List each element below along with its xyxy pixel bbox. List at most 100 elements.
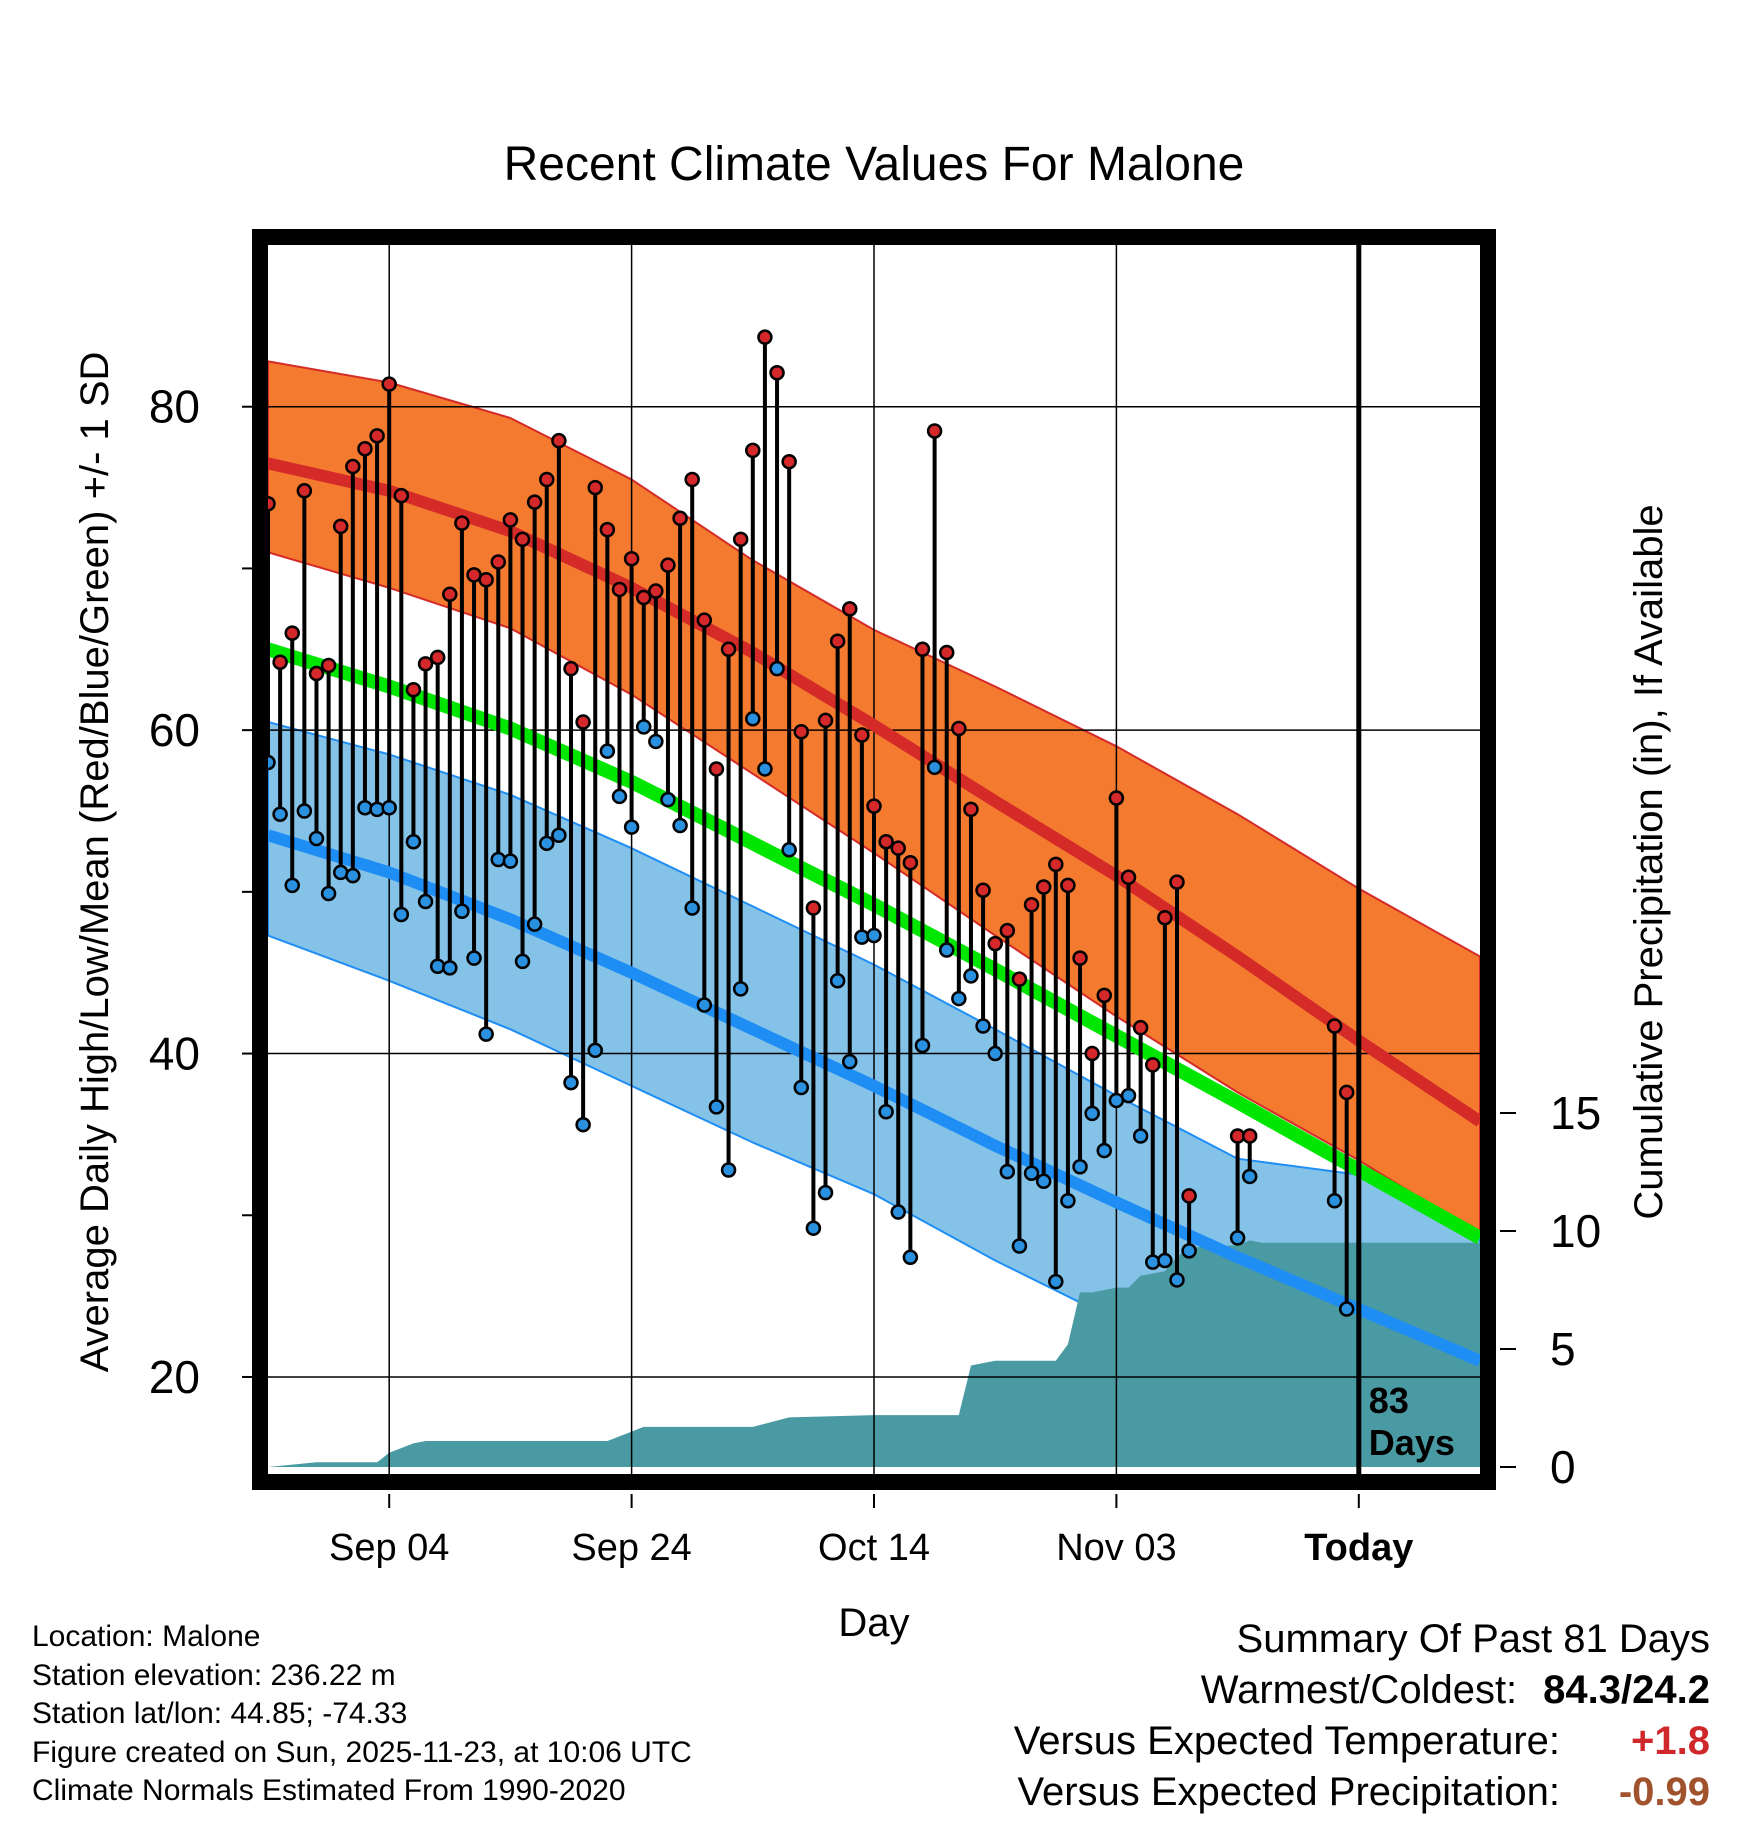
daily-high-point (429, 649, 446, 666)
daily-low-point (902, 1249, 919, 1266)
daily-high-point (793, 723, 810, 740)
precip-anomaly-row: Versus Expected Precipitation: -0.99 (1014, 1767, 1710, 1818)
daily-high-point (1023, 897, 1040, 913)
daily-high-point (975, 882, 991, 898)
daily-high-point (599, 521, 616, 538)
daily-low-point (1338, 1301, 1355, 1317)
daily-high-point (369, 428, 385, 444)
daily-high-point (357, 441, 373, 457)
daily-high-point (817, 712, 834, 729)
daily-high-point (1169, 874, 1185, 890)
daily-low-point (926, 759, 943, 776)
y2-tick-label: 0 (1550, 1441, 1576, 1493)
normals-text: Climate Normals Estimated From 1990-2020 (32, 1774, 626, 1807)
daily-low-point (563, 1074, 579, 1091)
daily-high-point (672, 510, 688, 527)
daily-high-point (1326, 1018, 1343, 1034)
y-axis-label: Average Daily High/Low/Mean (Red/Blue/Gr… (73, 352, 117, 1373)
today-days-count: 83 (1369, 1380, 1409, 1421)
chart-title: Recent Climate Values For Malone (504, 138, 1245, 191)
daily-high-point (417, 656, 434, 672)
daily-low-point (805, 1220, 822, 1236)
daily-high-point (1181, 1188, 1197, 1204)
y2-tick-label: 15 (1550, 1087, 1601, 1139)
daily-low-point (1084, 1105, 1100, 1122)
daily-high-point (1035, 879, 1052, 895)
daily-low-point (732, 981, 749, 997)
daily-high-point (1241, 1128, 1258, 1144)
y-tick-label: 20 (149, 1351, 200, 1403)
x-tick-label: Sep 24 (571, 1527, 691, 1569)
daily-low-point (757, 761, 773, 777)
warm-cold-label: Warmest/Coldest: (1200, 1668, 1518, 1712)
daily-low-point (345, 867, 361, 884)
daily-low-point (1181, 1243, 1197, 1259)
daily-low-point (684, 900, 700, 916)
daily-low-point (951, 990, 967, 1007)
x-tick-label: Sep 04 (329, 1527, 449, 1569)
daily-high-point (345, 458, 361, 475)
daily-high-point (696, 612, 713, 628)
daily-low-point (526, 916, 543, 932)
daily-high-point (635, 589, 652, 606)
daily-high-point (890, 840, 906, 856)
today-days-label: Days (1369, 1422, 1455, 1463)
daily-low-point (514, 953, 531, 970)
daily-high-point (514, 531, 531, 548)
daily-high-point (938, 644, 955, 661)
daily-low-point (696, 997, 713, 1013)
daily-low-point (648, 733, 664, 750)
daily-high-point (720, 641, 737, 658)
daily-high-point (781, 453, 797, 470)
daily-low-point (284, 877, 300, 894)
temp-anomaly-label: Versus Expected Temperature: (1013, 1719, 1560, 1763)
daily-high-point (1120, 869, 1137, 886)
daily-low-point (829, 973, 846, 989)
y-tick-label: 60 (149, 704, 200, 756)
daily-low-point (272, 806, 288, 822)
daily-high-point (926, 423, 943, 439)
daily-low-point (745, 711, 761, 727)
daily-high-point (1145, 1057, 1161, 1073)
created-text: Figure created on Sun, 2025-11-23, at 10… (32, 1735, 692, 1769)
daily-low-point (575, 1116, 591, 1133)
daily-low-point (866, 927, 882, 944)
daily-low-point (999, 1163, 1016, 1180)
daily-high-point (842, 601, 858, 617)
plot-frame (252, 229, 1496, 1490)
daily-high-point (902, 854, 919, 871)
daily-low-point (1011, 1238, 1028, 1254)
daily-low-point (975, 1018, 991, 1034)
daily-high-point (757, 329, 773, 345)
y2-tick-label: 10 (1550, 1205, 1601, 1257)
daily-high-point (1157, 909, 1173, 926)
daily-low-point (1169, 1272, 1185, 1288)
daily-low-point (623, 819, 640, 835)
daily-high-point (914, 641, 931, 658)
daily-low-point (987, 1045, 1003, 1062)
location-text: Location: Malone (32, 1620, 261, 1653)
daily-high-point (1060, 877, 1076, 894)
daily-high-point (490, 554, 507, 570)
x-tick-label: Oct 14 (818, 1527, 930, 1569)
daily-low-point (1120, 1087, 1137, 1104)
daily-high-point (502, 512, 519, 528)
daily-low-point (611, 788, 628, 805)
daily-high-point (951, 720, 967, 737)
daily-low-point (442, 960, 458, 976)
precip-area (268, 1240, 1480, 1467)
daily-low-point (417, 893, 434, 910)
elevation-text: Station elevation: 236.22 m (32, 1658, 396, 1692)
temp-anomaly-value: +1.8 (1631, 1719, 1710, 1763)
daily-high-point (272, 654, 288, 670)
daily-high-point (732, 531, 749, 548)
daily-high-point (320, 657, 337, 674)
daily-low-point (1229, 1230, 1246, 1246)
daily-high-point (878, 833, 894, 850)
daily-high-point (866, 798, 882, 814)
daily-low-point (672, 817, 688, 834)
daily-high-point (381, 376, 397, 392)
daily-high-point (332, 518, 349, 535)
